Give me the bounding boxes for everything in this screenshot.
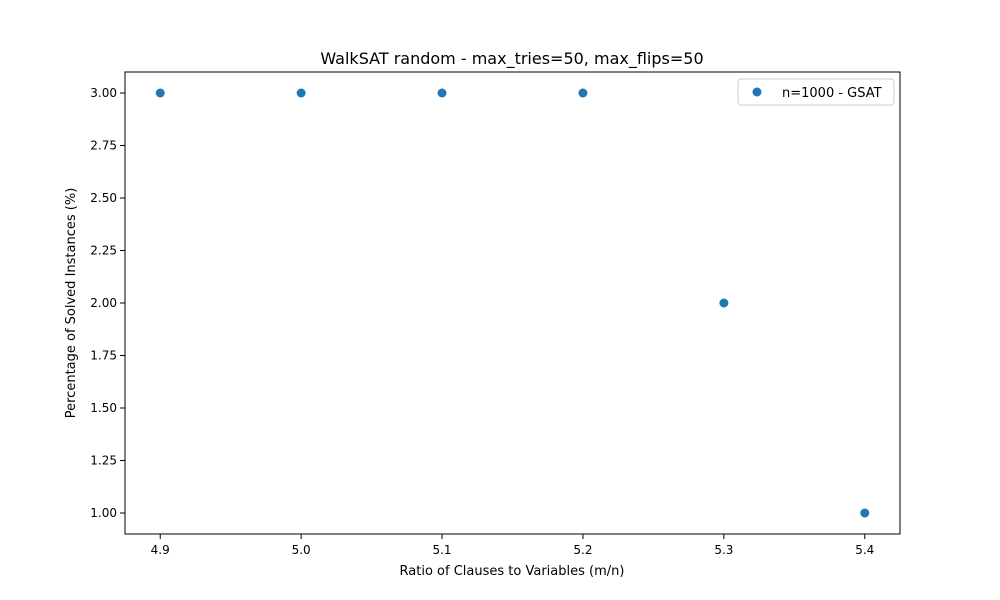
data-point bbox=[578, 88, 588, 98]
data-point bbox=[155, 88, 165, 98]
x-tick-label: 5.1 bbox=[432, 543, 451, 557]
data-point bbox=[296, 88, 306, 98]
legend: n=1000 - GSAT bbox=[737, 78, 895, 106]
x-tick-label: 5.0 bbox=[292, 543, 311, 557]
y-tick-label: 2.00 bbox=[90, 296, 117, 310]
plot-area bbox=[124, 71, 901, 535]
data-point bbox=[437, 88, 447, 98]
x-tick-label: 5.4 bbox=[855, 543, 874, 557]
y-tick-label: 2.75 bbox=[90, 139, 117, 153]
x-tick-label: 5.2 bbox=[573, 543, 592, 557]
y-tick-label: 1.25 bbox=[90, 454, 117, 468]
legend-box bbox=[737, 78, 895, 106]
y-tick-label: 1.50 bbox=[90, 401, 117, 415]
y-tick-label: 3.00 bbox=[90, 86, 117, 100]
data-point bbox=[719, 298, 729, 308]
plot-frame bbox=[124, 71, 901, 535]
y-axis-label: Percentage of Solved Instances (%) bbox=[64, 188, 79, 419]
legend-marker bbox=[752, 87, 762, 97]
x-axis-label: Ratio of Clauses to Variables (m/n) bbox=[400, 564, 625, 579]
x-axis-ticks: 4.9 5.0 5.1 5.2 5.3 5.4 bbox=[151, 534, 874, 557]
y-axis-ticks: 1.00 1.25 1.50 1.75 2.00 2.25 2.50 2.75 3.00 bbox=[90, 86, 125, 520]
y-tick-label: 2.25 bbox=[90, 244, 117, 258]
legend-label: n=1000 - GSAT bbox=[782, 86, 882, 101]
y-tick-label: 2.50 bbox=[90, 191, 117, 205]
data-point bbox=[860, 508, 870, 518]
x-tick-label: 4.9 bbox=[151, 543, 170, 557]
data-points bbox=[155, 88, 870, 518]
y-tick-label: 1.00 bbox=[90, 506, 117, 520]
y-tick-label: 1.75 bbox=[90, 349, 117, 363]
x-tick-label: 5.3 bbox=[714, 543, 733, 557]
chart-title: WalkSAT random - max_tries=50, max_flips… bbox=[320, 49, 703, 69]
